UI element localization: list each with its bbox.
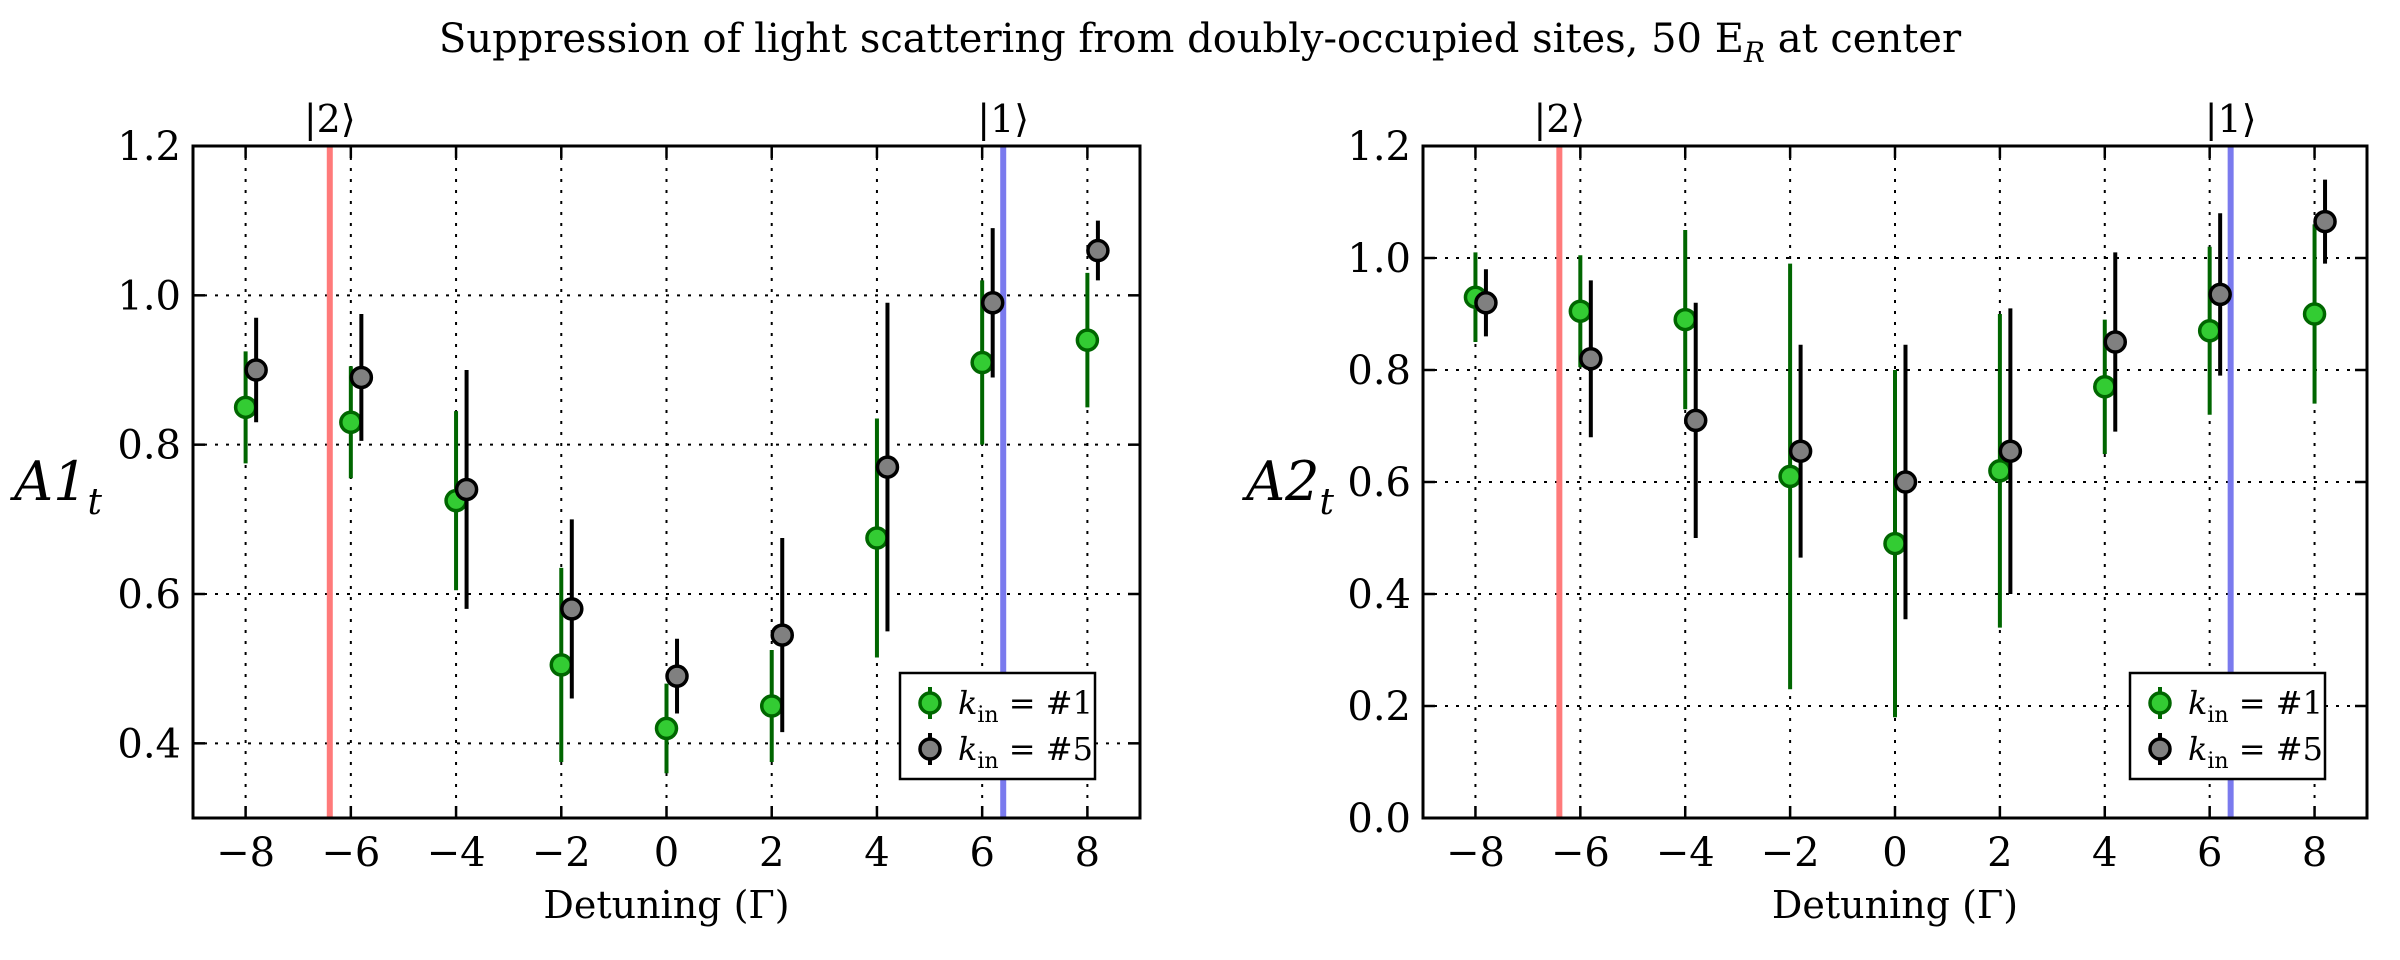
- data-point-s0-5: [1988, 459, 2012, 483]
- legend-label-0: kin = #1: [958, 684, 1093, 728]
- legend-box: [2128, 671, 2327, 781]
- state-label-0: |2⟩: [304, 97, 356, 141]
- state-label-0: |2⟩: [1533, 97, 1585, 141]
- x-tick-label: 2: [1987, 830, 2012, 876]
- data-point-s1-8: [1086, 238, 1110, 263]
- data-point-s1-7: [2208, 282, 2232, 307]
- x-tick-label: 0: [654, 830, 679, 876]
- y-tick-label: 0.8: [117, 423, 181, 469]
- x-axis-label: Detuning (Γ): [543, 883, 789, 927]
- data-point-s1-3: [560, 597, 584, 621]
- data-point-s1-3: [1788, 439, 1813, 463]
- data-point-s1-6: [2103, 330, 2128, 354]
- y-tick-label: 0.2: [1347, 684, 1411, 730]
- legend-marker-0: [918, 691, 942, 715]
- data-point-s0-6: [2093, 375, 2117, 399]
- state-label-1: |1⟩: [2205, 97, 2257, 141]
- data-point-s1-0: [244, 358, 268, 382]
- y-tick-label: 1.2: [1347, 124, 1411, 170]
- x-tick-label: −8: [1446, 830, 1505, 876]
- data-point-s1-7: [980, 291, 1005, 315]
- data-point-s1-6: [875, 455, 900, 479]
- x-tick-label: −2: [532, 830, 591, 876]
- data-point-s1-1: [349, 365, 374, 390]
- data-point-s1-8: [2313, 209, 2337, 234]
- y-axis-label: A1t: [9, 450, 102, 523]
- y-tick-label: 1.2: [117, 124, 181, 170]
- chart-panel-a2: |2⟩ |1⟩ −8 −6 −4 −2 0 2 4 6 8 0.0 0.2 0.4 0.6 0.8 1.0 1.2…: [1241, 97, 2369, 927]
- data-point-s0-1: [1568, 299, 1593, 323]
- data-point-s1-4: [1893, 470, 1918, 494]
- data-point-s0-7: [2197, 319, 2222, 343]
- data-point-s0-0: [233, 395, 258, 420]
- legend-label-1: kin = #5: [2188, 730, 2323, 774]
- chart-panel-a1: |2⟩ |1⟩ −8 −6 −4 −2 0 2 4 6 8 0.4 0.6 0.8 1.0 1.2 Detuni…: [9, 97, 1142, 927]
- x-tick-label: 8: [1075, 830, 1100, 876]
- x-tick-label: 6: [2197, 830, 2222, 876]
- x-tick-label: 2: [759, 830, 784, 876]
- x-tick-label: −8: [216, 830, 275, 876]
- y-tick-label: 0.0: [1347, 796, 1411, 842]
- data-point-s0-8: [1075, 328, 1100, 352]
- data-point-s0-5: [759, 694, 784, 718]
- x-tick-label: 4: [864, 830, 889, 876]
- x-tick-label: −6: [321, 830, 380, 876]
- y-tick-label: 0.8: [1347, 348, 1411, 394]
- data-point-s1-5: [1998, 439, 2023, 463]
- legend-marker-1: [918, 737, 942, 761]
- y-tick-label: 1.0: [117, 273, 181, 319]
- data-point-s0-4: [654, 716, 679, 741]
- x-tick-label: 8: [2302, 830, 2327, 876]
- legend-marker-1: [2148, 737, 2172, 761]
- y-axis-label: A2t: [1241, 450, 1334, 523]
- data-point-s1-2: [1683, 408, 1708, 433]
- data-point-s0-3: [1778, 464, 1802, 489]
- data-point-s1-5: [770, 623, 794, 647]
- x-tick-label: 4: [2092, 830, 2117, 876]
- data-point-s1-1: [1579, 347, 1603, 371]
- figure-title: Suppression of light scattering from dou…: [439, 16, 1962, 69]
- data-point-s0-4: [1883, 531, 1907, 556]
- data-point-s0-1: [339, 410, 363, 435]
- state-label-1: |1⟩: [977, 97, 1029, 141]
- y-tick-label: 0.6: [1347, 460, 1411, 506]
- data-point-s1-0: [1474, 291, 1498, 315]
- data-point-s0-2: [1673, 307, 1697, 332]
- y-tick-label: 0.4: [1347, 572, 1411, 618]
- data-point-s1-4: [665, 664, 689, 688]
- legend-label-1: kin = #5: [958, 730, 1093, 774]
- legend-marker-0: [2148, 691, 2172, 715]
- x-axis-label: Detuning (Γ): [1772, 883, 2018, 927]
- x-tick-label: −4: [1656, 830, 1715, 876]
- data-point-s0-3: [549, 653, 574, 677]
- x-tick-label: −4: [427, 830, 486, 876]
- x-tick-label: −6: [1551, 830, 1610, 876]
- data-point-s0-7: [970, 350, 994, 375]
- legend-label-0: kin = #1: [2188, 684, 2323, 728]
- x-tick-label: 0: [1882, 830, 1907, 876]
- legend-box: [898, 671, 1097, 781]
- y-tick-label: 0.6: [117, 572, 181, 618]
- y-tick-label: 0.4: [117, 721, 181, 767]
- data-point-s0-8: [2302, 302, 2327, 326]
- y-tick-label: 1.0: [1347, 236, 1411, 282]
- data-point-s1-2: [454, 477, 479, 502]
- data-point-s0-6: [865, 526, 889, 550]
- x-tick-label: 6: [969, 830, 994, 876]
- x-tick-label: −2: [1761, 830, 1820, 876]
